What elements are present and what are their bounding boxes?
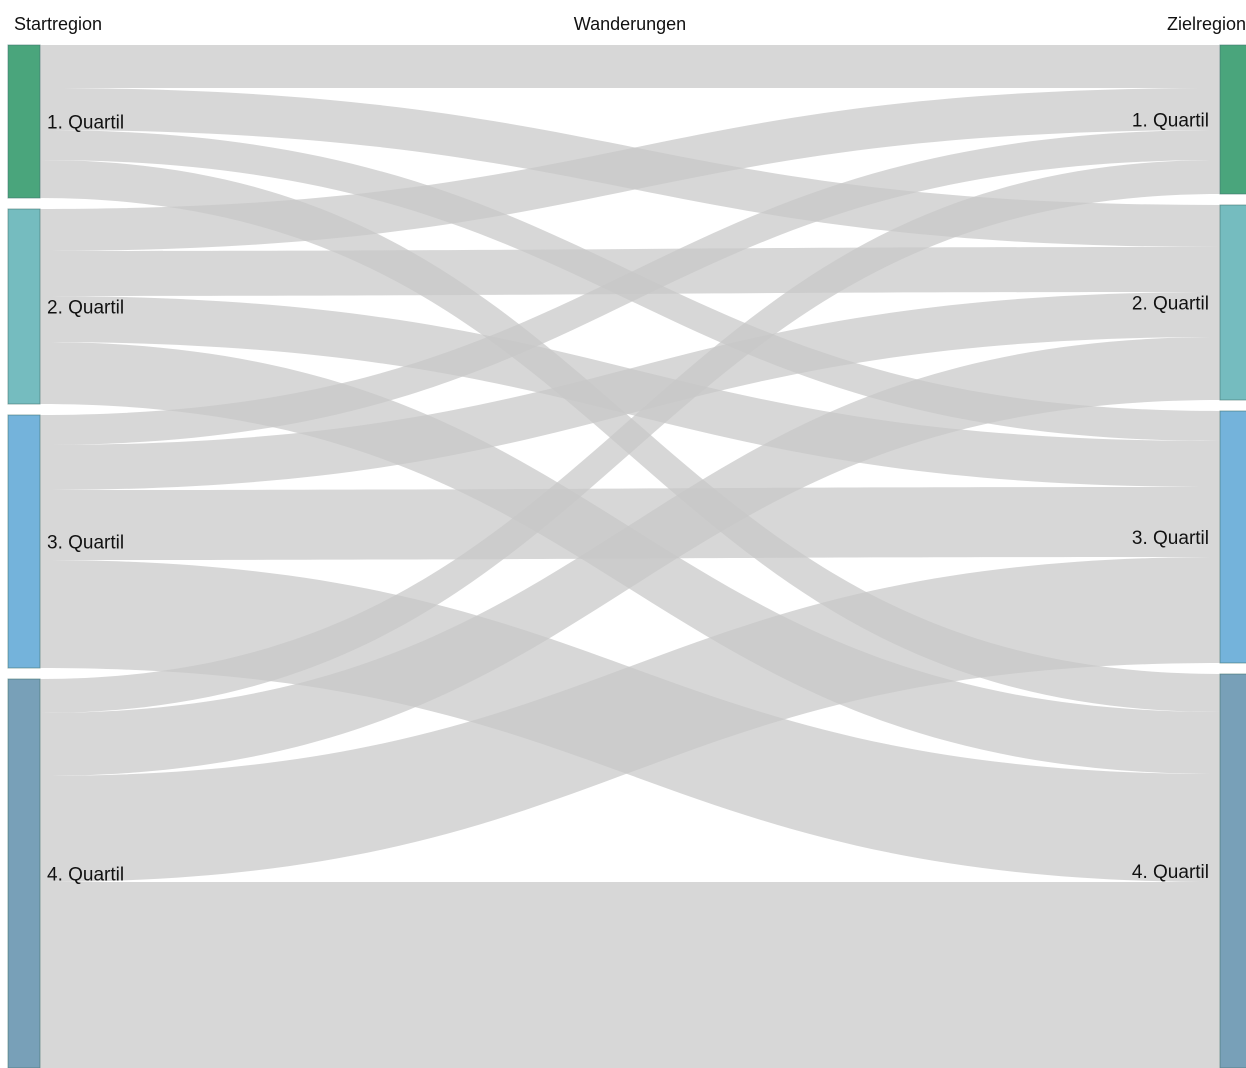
right-node-label-4-quartil: 4. Quartil (1132, 862, 1209, 883)
right-node-label-3-quartil: 3. Quartil (1132, 528, 1209, 549)
nodes-layer (7, 44, 1246, 1068)
left-node-1-quartil[interactable] (7, 44, 41, 199)
link-2-quartil-to-2-quartil[interactable] (40, 247, 1220, 296)
right-node-2-quartil[interactable] (1219, 204, 1246, 401)
link-1-quartil-to-1-quartil[interactable] (40, 45, 1220, 88)
right-node-1-quartil[interactable] (1219, 44, 1246, 195)
left-node-3-quartil[interactable] (7, 414, 41, 669)
left-column-header: Startregion (14, 14, 103, 34)
right-node-4-quartil[interactable] (1219, 673, 1246, 1068)
left-node-label-3-quartil: 3. Quartil (47, 533, 124, 554)
left-node-2-quartil[interactable] (7, 208, 41, 405)
links-layer (40, 45, 1220, 1068)
right-column-header: Zielregion (1166, 14, 1246, 34)
left-node-label-2-quartil: 2. Quartil (47, 298, 124, 319)
link-3-quartil-to-1-quartil[interactable] (40, 130, 1220, 445)
link-3-quartil-to-2-quartil[interactable] (40, 292, 1220, 490)
link-4-quartil-to-1-quartil[interactable] (40, 160, 1220, 713)
middle-header: Wanderungen (573, 14, 687, 34)
link-2-quartil-to-1-quartil[interactable] (40, 88, 1220, 251)
labels-layer: 1. Quartil 2. Quartil 3. Quartil 4. Quartil… (47, 111, 1209, 886)
link-3-quartil-to-3-quartil[interactable] (40, 487, 1220, 560)
left-node-label-4-quartil: 4. Quartil (47, 865, 124, 886)
right-node-3-quartil[interactable] (1219, 410, 1246, 664)
left-node-4-quartil[interactable] (7, 678, 41, 1068)
right-node-label-2-quartil: 2. Quartil (1132, 294, 1209, 315)
link-4-quartil-to-3-quartil[interactable] (40, 557, 1220, 882)
left-node-label-1-quartil: 1. Quartil (47, 113, 124, 134)
right-node-label-1-quartil: 1. Quartil (1132, 111, 1209, 132)
link-4-quartil-to-4-quartil[interactable] (40, 882, 1220, 1068)
link-4-quartil-to-2-quartil[interactable] (40, 337, 1220, 776)
